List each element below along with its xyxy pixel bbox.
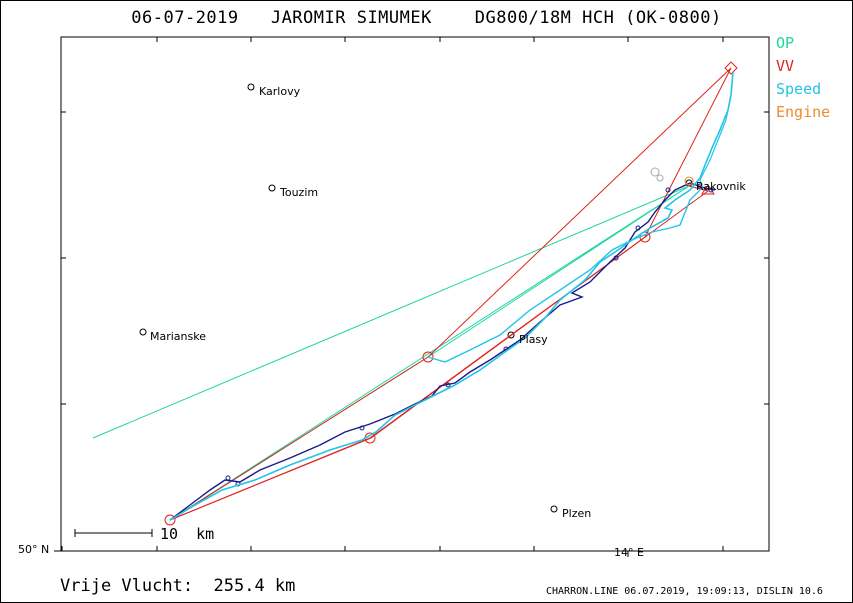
vv-line	[169, 67, 732, 521]
vv-line-2	[169, 185, 710, 521]
legend-vv: VV	[776, 57, 795, 75]
vv-turnpoints	[164, 61, 738, 526]
footer-info: CHARRON.LINE 06.07.2019, 19:09:13, DISLI…	[546, 586, 823, 597]
scale-label: 10 km	[160, 525, 215, 543]
lon-label: 14° E	[614, 546, 644, 559]
lat-label: 50° N	[18, 543, 50, 556]
engine-marks	[650, 167, 664, 182]
speed-track-3	[699, 99, 731, 191]
flight-track	[169, 182, 716, 521]
town-label-rakovnik: Rakovnik	[696, 180, 746, 193]
track-markers	[225, 183, 714, 487]
scale-bar	[74, 529, 153, 537]
op-line	[92, 185, 690, 521]
lat-ticks	[54, 111, 769, 552]
legend-op: OP	[776, 34, 795, 52]
town-marker-touzim	[268, 184, 276, 192]
legend-engine: Engine	[776, 103, 831, 121]
town-label-plzen: Plzen	[562, 507, 592, 520]
town-markers	[139, 83, 693, 513]
distance-label: Vrije Vlucht: 255.4 km	[60, 576, 296, 596]
town-marker-marianske	[139, 328, 147, 336]
town-marker-plasy	[507, 331, 515, 339]
lon-ticks	[61, 37, 724, 557]
legend-speed: Speed	[776, 80, 822, 98]
town-label-touzim: Touzim	[280, 186, 319, 199]
town-label-plasy: Plasy	[519, 333, 548, 346]
speed-track	[169, 71, 734, 521]
flight-title: 06-07-2019 JAROMIR SIMUMEK DG800/18M HCH…	[131, 8, 722, 28]
speed-track-2	[427, 189, 701, 363]
plot-frame	[60, 36, 770, 552]
town-marker-plzen	[550, 505, 558, 513]
town-marker-karlovy	[247, 83, 255, 91]
town-label-karlovy: Karlovy	[259, 85, 301, 98]
engine-start-marker	[684, 176, 694, 186]
town-label-marianske: Marianske	[150, 330, 206, 343]
